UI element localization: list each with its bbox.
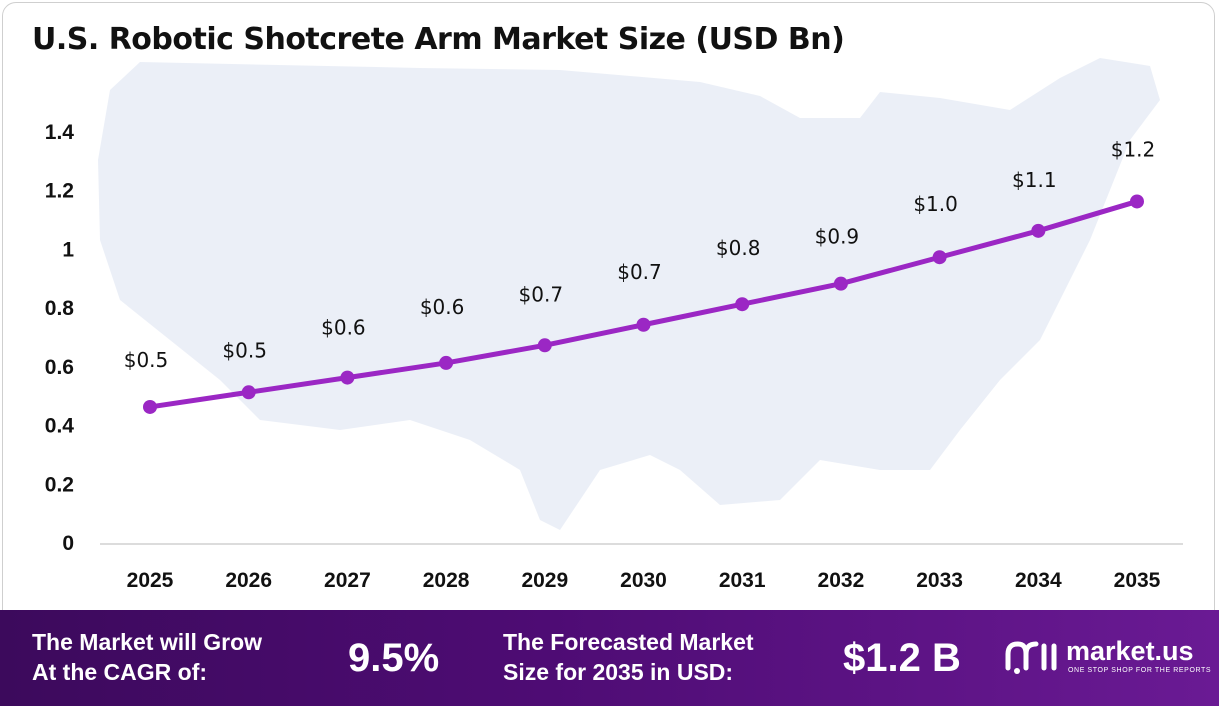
data-label: $1.2 [1111,137,1156,161]
data-point [735,297,750,312]
y-tick-label: 1.2 [45,180,74,203]
chart-title: U.S. Robotic Shotcrete Arm Market Size (… [32,22,845,57]
data-point [932,250,947,265]
us-map-watermark [98,58,1160,530]
cagr-value: 9.5% [348,636,440,680]
data-label: $0.9 [815,225,860,249]
x-tick-label: 2025 [127,569,174,592]
x-tick-label: 2034 [1015,569,1062,592]
data-label: $0.5 [124,348,169,372]
line-chart: 0 0.2 0.4 0.6 0.8 1 1.2 1.4 2025 2026 2027 2028 202… [45,58,1183,592]
forecast-value: $1.2 B [843,636,961,680]
x-tick-label: 2029 [521,569,568,592]
data-point [1130,194,1144,209]
y-tick-label: 0.4 [45,415,75,438]
data-label: $1.0 [913,192,958,216]
y-tick-label: 1.4 [45,121,75,144]
data-point [833,276,848,291]
y-tick-label: 0.2 [45,473,74,496]
data-label: $0.7 [519,282,564,306]
forecast-label: The Forecasted Market Size for 2035 in U… [503,627,754,687]
x-tick-label: 2035 [1114,569,1161,592]
x-tick-label: 2033 [916,569,963,592]
data-point [537,338,552,353]
forecast-label-line1: The Forecasted Market [503,629,754,655]
y-tick-label: 0 [62,532,74,555]
x-tick-label: 2032 [818,569,865,592]
data-point [636,317,651,332]
logo-tagline: ONE STOP SHOP FOR THE REPORTS [1068,667,1212,674]
x-tick-label: 2030 [620,569,667,592]
x-tick-label: 2031 [719,569,766,592]
data-label: $0.7 [617,260,662,284]
y-tick-label: 1 [62,238,74,261]
footer-banner: The Market will Grow At the CAGR of: 9.5… [0,610,1219,706]
data-label: $0.6 [321,316,366,340]
cagr-label-line1: The Market will Grow [32,629,263,655]
cagr-label: The Market will Grow At the CAGR of: [32,627,262,687]
logo-name: market.us [1066,636,1194,666]
data-point [143,399,157,414]
market-us-logo: market.us ONE STOP SHOP FOR THE REPORTS [1004,634,1214,684]
cagr-label-line2: At the CAGR of: [32,659,208,685]
x-tick-label: 2027 [324,569,371,592]
data-label: $0.6 [420,295,465,319]
data-point [241,385,256,400]
data-label: $0.5 [222,338,267,362]
y-tick-label: 0.8 [45,297,75,320]
data-label: $1.1 [1012,168,1057,192]
y-tick-label: 0.6 [45,356,74,379]
data-point [1031,223,1046,238]
data-point [340,370,355,385]
x-tick-label: 2026 [225,569,272,592]
forecast-label-line2: Size for 2035 in USD: [503,659,734,685]
data-point [439,355,454,370]
x-tick-label: 2028 [423,569,470,592]
data-label: $0.8 [716,236,761,260]
market-us-logo-icon [1005,641,1057,674]
